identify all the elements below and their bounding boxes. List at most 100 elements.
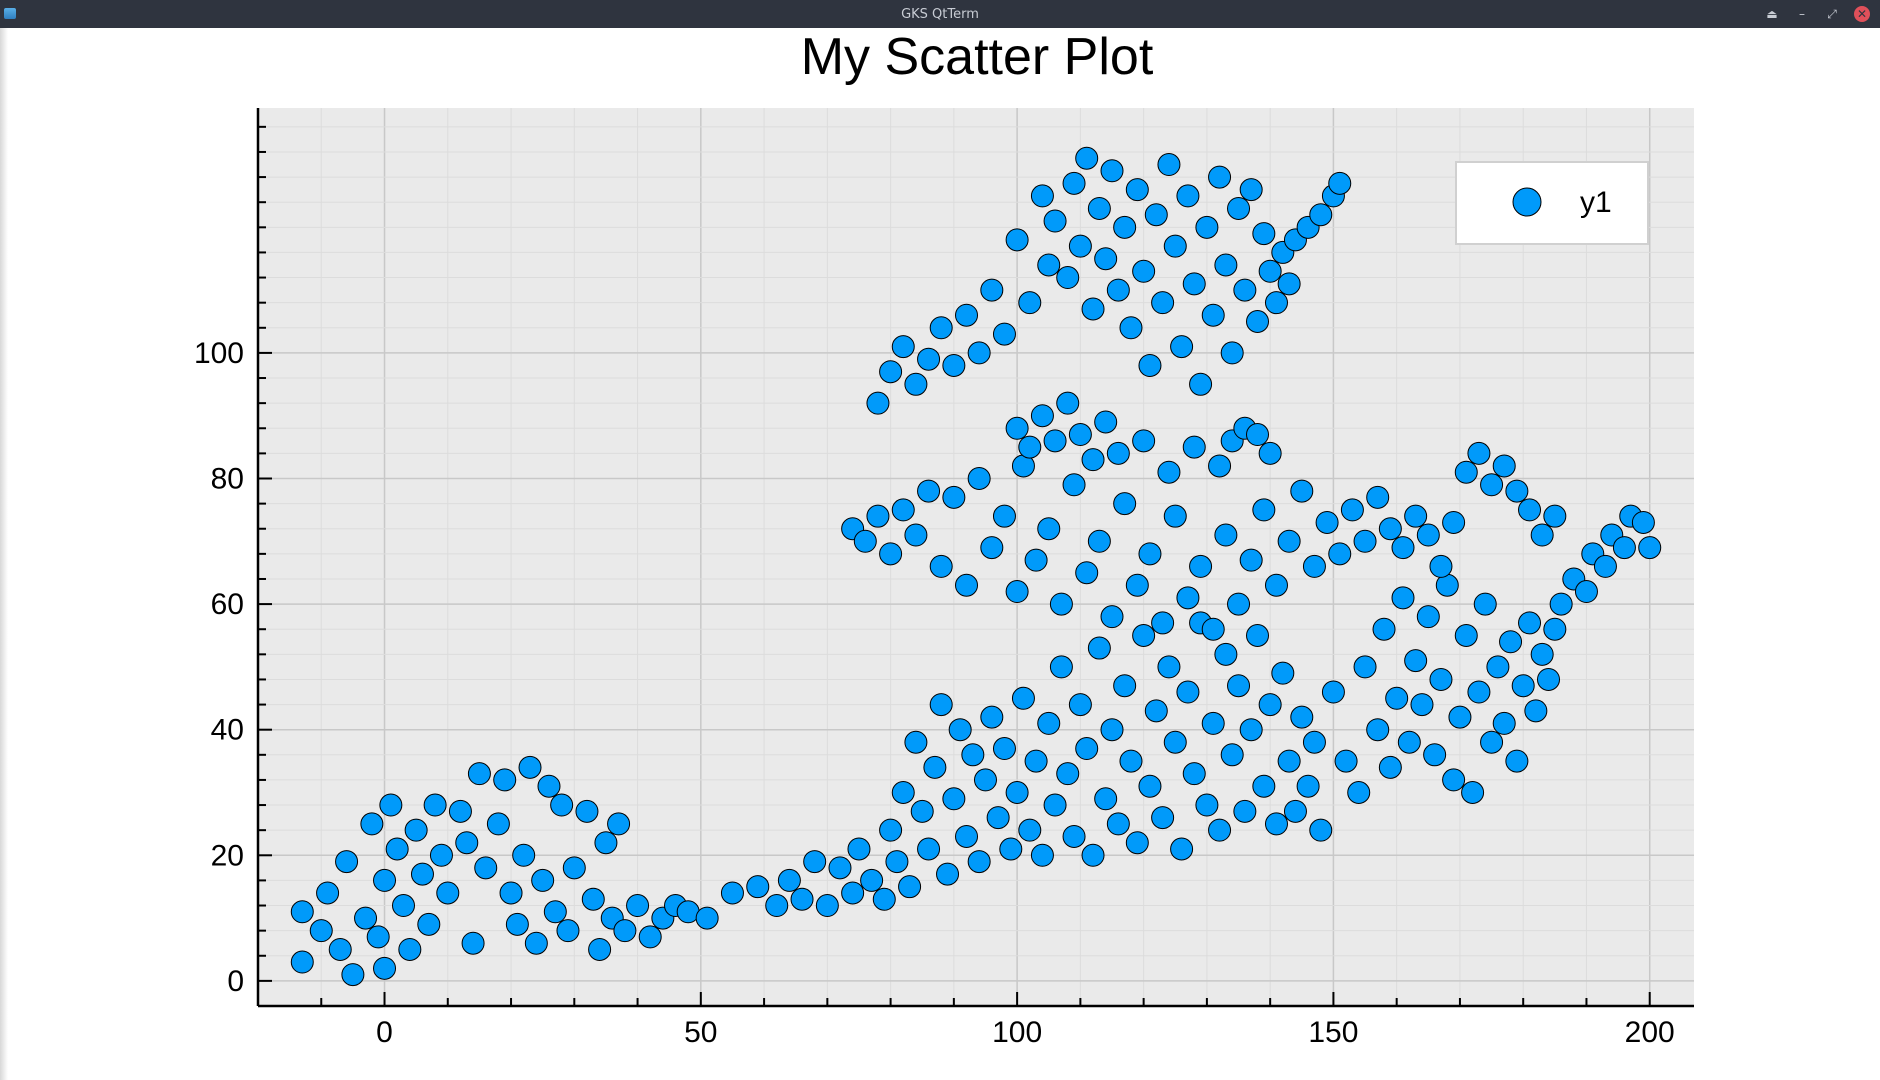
data-point xyxy=(1486,655,1510,679)
y-tick-label: 0 xyxy=(227,965,244,998)
data-point xyxy=(1454,460,1478,484)
data-point xyxy=(1391,586,1415,610)
data-point xyxy=(1176,184,1200,208)
data-point xyxy=(436,881,460,905)
data-point xyxy=(1208,165,1232,189)
data-point xyxy=(923,755,947,779)
data-point xyxy=(1473,592,1497,616)
data-point xyxy=(910,799,934,823)
data-point xyxy=(942,353,966,377)
data-point xyxy=(1068,234,1092,258)
data-point xyxy=(1214,642,1238,666)
data-point xyxy=(1087,196,1111,220)
data-point xyxy=(626,894,650,918)
data-point xyxy=(404,818,428,842)
data-point xyxy=(499,881,523,905)
data-point xyxy=(1119,316,1143,340)
data-point xyxy=(423,793,447,817)
data-point xyxy=(290,900,314,924)
close-button[interactable]: ✕ xyxy=(1854,6,1870,22)
data-point xyxy=(1075,737,1099,761)
data-point xyxy=(1334,749,1358,773)
data-point xyxy=(1081,297,1105,321)
data-point xyxy=(335,850,359,874)
data-point xyxy=(1157,153,1181,177)
window-edge xyxy=(0,28,8,1080)
data-point xyxy=(1024,548,1048,572)
data-point xyxy=(1163,504,1187,528)
data-point xyxy=(588,937,612,961)
data-point xyxy=(1037,711,1061,735)
data-point xyxy=(1264,291,1288,315)
data-point xyxy=(866,391,890,415)
data-point xyxy=(391,894,415,918)
data-point xyxy=(398,937,422,961)
data-point xyxy=(898,875,922,899)
data-point xyxy=(1315,510,1339,534)
data-point xyxy=(936,862,960,886)
data-point xyxy=(1397,730,1421,754)
data-point xyxy=(1549,592,1573,616)
data-point xyxy=(1005,580,1029,604)
data-point xyxy=(904,372,928,396)
data-point xyxy=(1290,705,1314,729)
data-point xyxy=(1043,209,1067,233)
data-point xyxy=(1252,222,1276,246)
x-tick-label: 150 xyxy=(1308,1016,1358,1049)
data-point xyxy=(1530,523,1554,547)
y-tick-label: 60 xyxy=(211,588,244,621)
data-point xyxy=(1321,680,1345,704)
data-point xyxy=(467,762,491,786)
data-point xyxy=(360,812,384,836)
data-point xyxy=(879,542,903,566)
data-point xyxy=(1353,655,1377,679)
data-point xyxy=(1340,498,1364,522)
data-point xyxy=(746,875,770,899)
data-point xyxy=(1075,561,1099,585)
data-point xyxy=(309,919,333,943)
data-point xyxy=(765,894,789,918)
data-point xyxy=(1404,649,1428,673)
data-point xyxy=(1049,655,1073,679)
data-point xyxy=(1227,196,1251,220)
data-point xyxy=(1182,435,1206,459)
data-point xyxy=(1220,341,1244,365)
data-point xyxy=(1492,454,1516,478)
series-y1-points xyxy=(290,146,1662,987)
restore-button[interactable]: ⤢ xyxy=(1827,7,1837,21)
data-point xyxy=(1151,291,1175,315)
data-point xyxy=(695,906,719,930)
data-point xyxy=(1081,843,1105,867)
data-point xyxy=(373,868,397,892)
minimize-button[interactable]: – xyxy=(1799,7,1805,21)
data-point xyxy=(955,573,979,597)
data-point xyxy=(1492,711,1516,735)
data-point xyxy=(1030,404,1054,428)
data-point xyxy=(1201,303,1225,327)
data-point xyxy=(1258,259,1282,283)
data-point xyxy=(992,504,1016,528)
data-point xyxy=(1151,806,1175,830)
keep-above-button[interactable]: ⏏ xyxy=(1766,7,1778,21)
data-point xyxy=(1309,818,1333,842)
data-point xyxy=(1094,787,1118,811)
data-point xyxy=(955,824,979,848)
data-point xyxy=(638,925,662,949)
data-point xyxy=(455,831,479,855)
data-point xyxy=(1378,517,1402,541)
data-point xyxy=(1119,749,1143,773)
data-point xyxy=(973,768,997,792)
data-point xyxy=(1302,730,1326,754)
data-point xyxy=(1328,542,1352,566)
data-point xyxy=(1416,605,1440,629)
legend-label-y1: y1 xyxy=(1580,186,1612,219)
data-point xyxy=(1087,529,1111,553)
data-point xyxy=(474,856,498,880)
data-point xyxy=(980,536,1004,560)
data-point xyxy=(1024,749,1048,773)
data-point xyxy=(1233,799,1257,823)
data-point xyxy=(1201,617,1225,641)
data-point xyxy=(942,787,966,811)
data-point xyxy=(1018,818,1042,842)
data-point xyxy=(1138,353,1162,377)
